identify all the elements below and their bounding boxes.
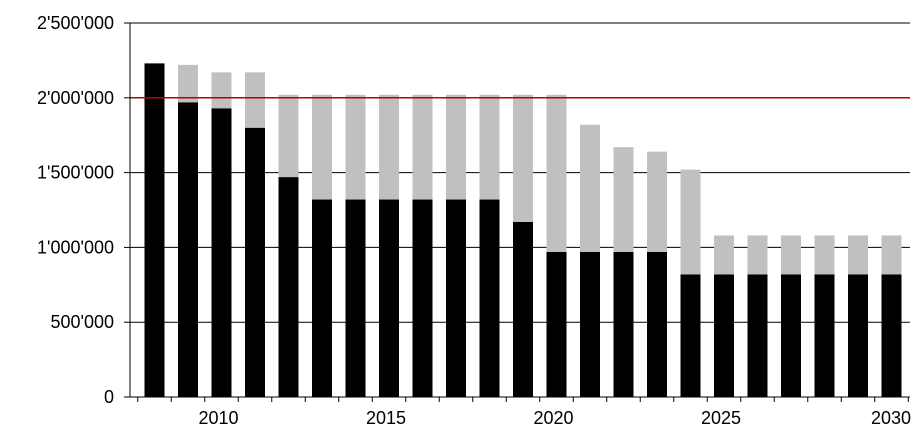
x-tick-label: 2015 xyxy=(366,408,406,428)
bars xyxy=(144,63,902,398)
bar-grey xyxy=(211,72,232,109)
bar-black xyxy=(345,199,366,397)
bar-grey xyxy=(881,235,902,275)
bar-grey xyxy=(848,235,868,275)
bar-grey xyxy=(379,94,399,200)
bar-grey xyxy=(245,72,265,128)
bar-black xyxy=(245,127,265,397)
x-tick-label: 2030 xyxy=(871,408,911,428)
y-tick-label: 0 xyxy=(104,387,114,407)
bar-grey xyxy=(412,94,433,200)
bar-black xyxy=(178,102,198,398)
bar-black xyxy=(546,251,567,397)
bar-black xyxy=(781,274,801,397)
bar-grey xyxy=(647,151,667,252)
bar-black xyxy=(814,274,835,397)
bar-black xyxy=(848,274,868,397)
bar-black xyxy=(412,199,433,397)
bar-grey xyxy=(312,94,332,200)
bar-grey xyxy=(714,235,734,275)
bar-black xyxy=(379,199,399,397)
bar-black xyxy=(647,251,667,397)
bar-grey xyxy=(814,235,835,275)
x-tick-label: 2010 xyxy=(198,408,238,428)
x-tick-label: 2020 xyxy=(533,408,573,428)
bar-grey xyxy=(781,235,801,275)
bar-black xyxy=(312,199,332,397)
x-tick-label: 2025 xyxy=(701,408,741,428)
bar-grey xyxy=(680,169,701,275)
y-tick-label: 500'000 xyxy=(50,312,114,332)
bar-grey xyxy=(613,147,634,252)
bar-black xyxy=(278,177,299,397)
bar-black xyxy=(211,108,232,397)
y-tick-label: 2'500'000 xyxy=(37,13,114,33)
bar-black xyxy=(881,274,902,397)
bar-black xyxy=(613,251,634,397)
y-tick-label: 1'000'000 xyxy=(37,237,114,257)
x-tick-labels: 2010 2015 2020 2025 2030 xyxy=(198,408,911,428)
bar-grey xyxy=(278,94,299,178)
y-tick-labels: 0 500'000 1'000'000 1'500'000 2'000'000 2'500… xyxy=(37,13,114,407)
axes xyxy=(124,22,910,402)
bar-black xyxy=(580,251,600,397)
bar-grey xyxy=(580,124,600,252)
y-tick-label: 1'500'000 xyxy=(37,163,114,183)
bar-grey xyxy=(546,94,567,252)
bar-black xyxy=(513,221,533,397)
bar-grey xyxy=(513,94,533,222)
bar-grey xyxy=(747,235,768,275)
bar-black xyxy=(144,63,165,397)
bar-grey xyxy=(345,94,366,200)
bar-black xyxy=(479,199,500,397)
bar-black xyxy=(747,274,768,397)
y-tick-label: 2'000'000 xyxy=(37,88,114,108)
bar-black xyxy=(680,274,701,397)
bar-black xyxy=(714,274,734,397)
bar-grey xyxy=(479,94,500,200)
bar-grey xyxy=(446,94,466,200)
bar-grey xyxy=(178,64,198,103)
bar-black xyxy=(446,199,466,397)
